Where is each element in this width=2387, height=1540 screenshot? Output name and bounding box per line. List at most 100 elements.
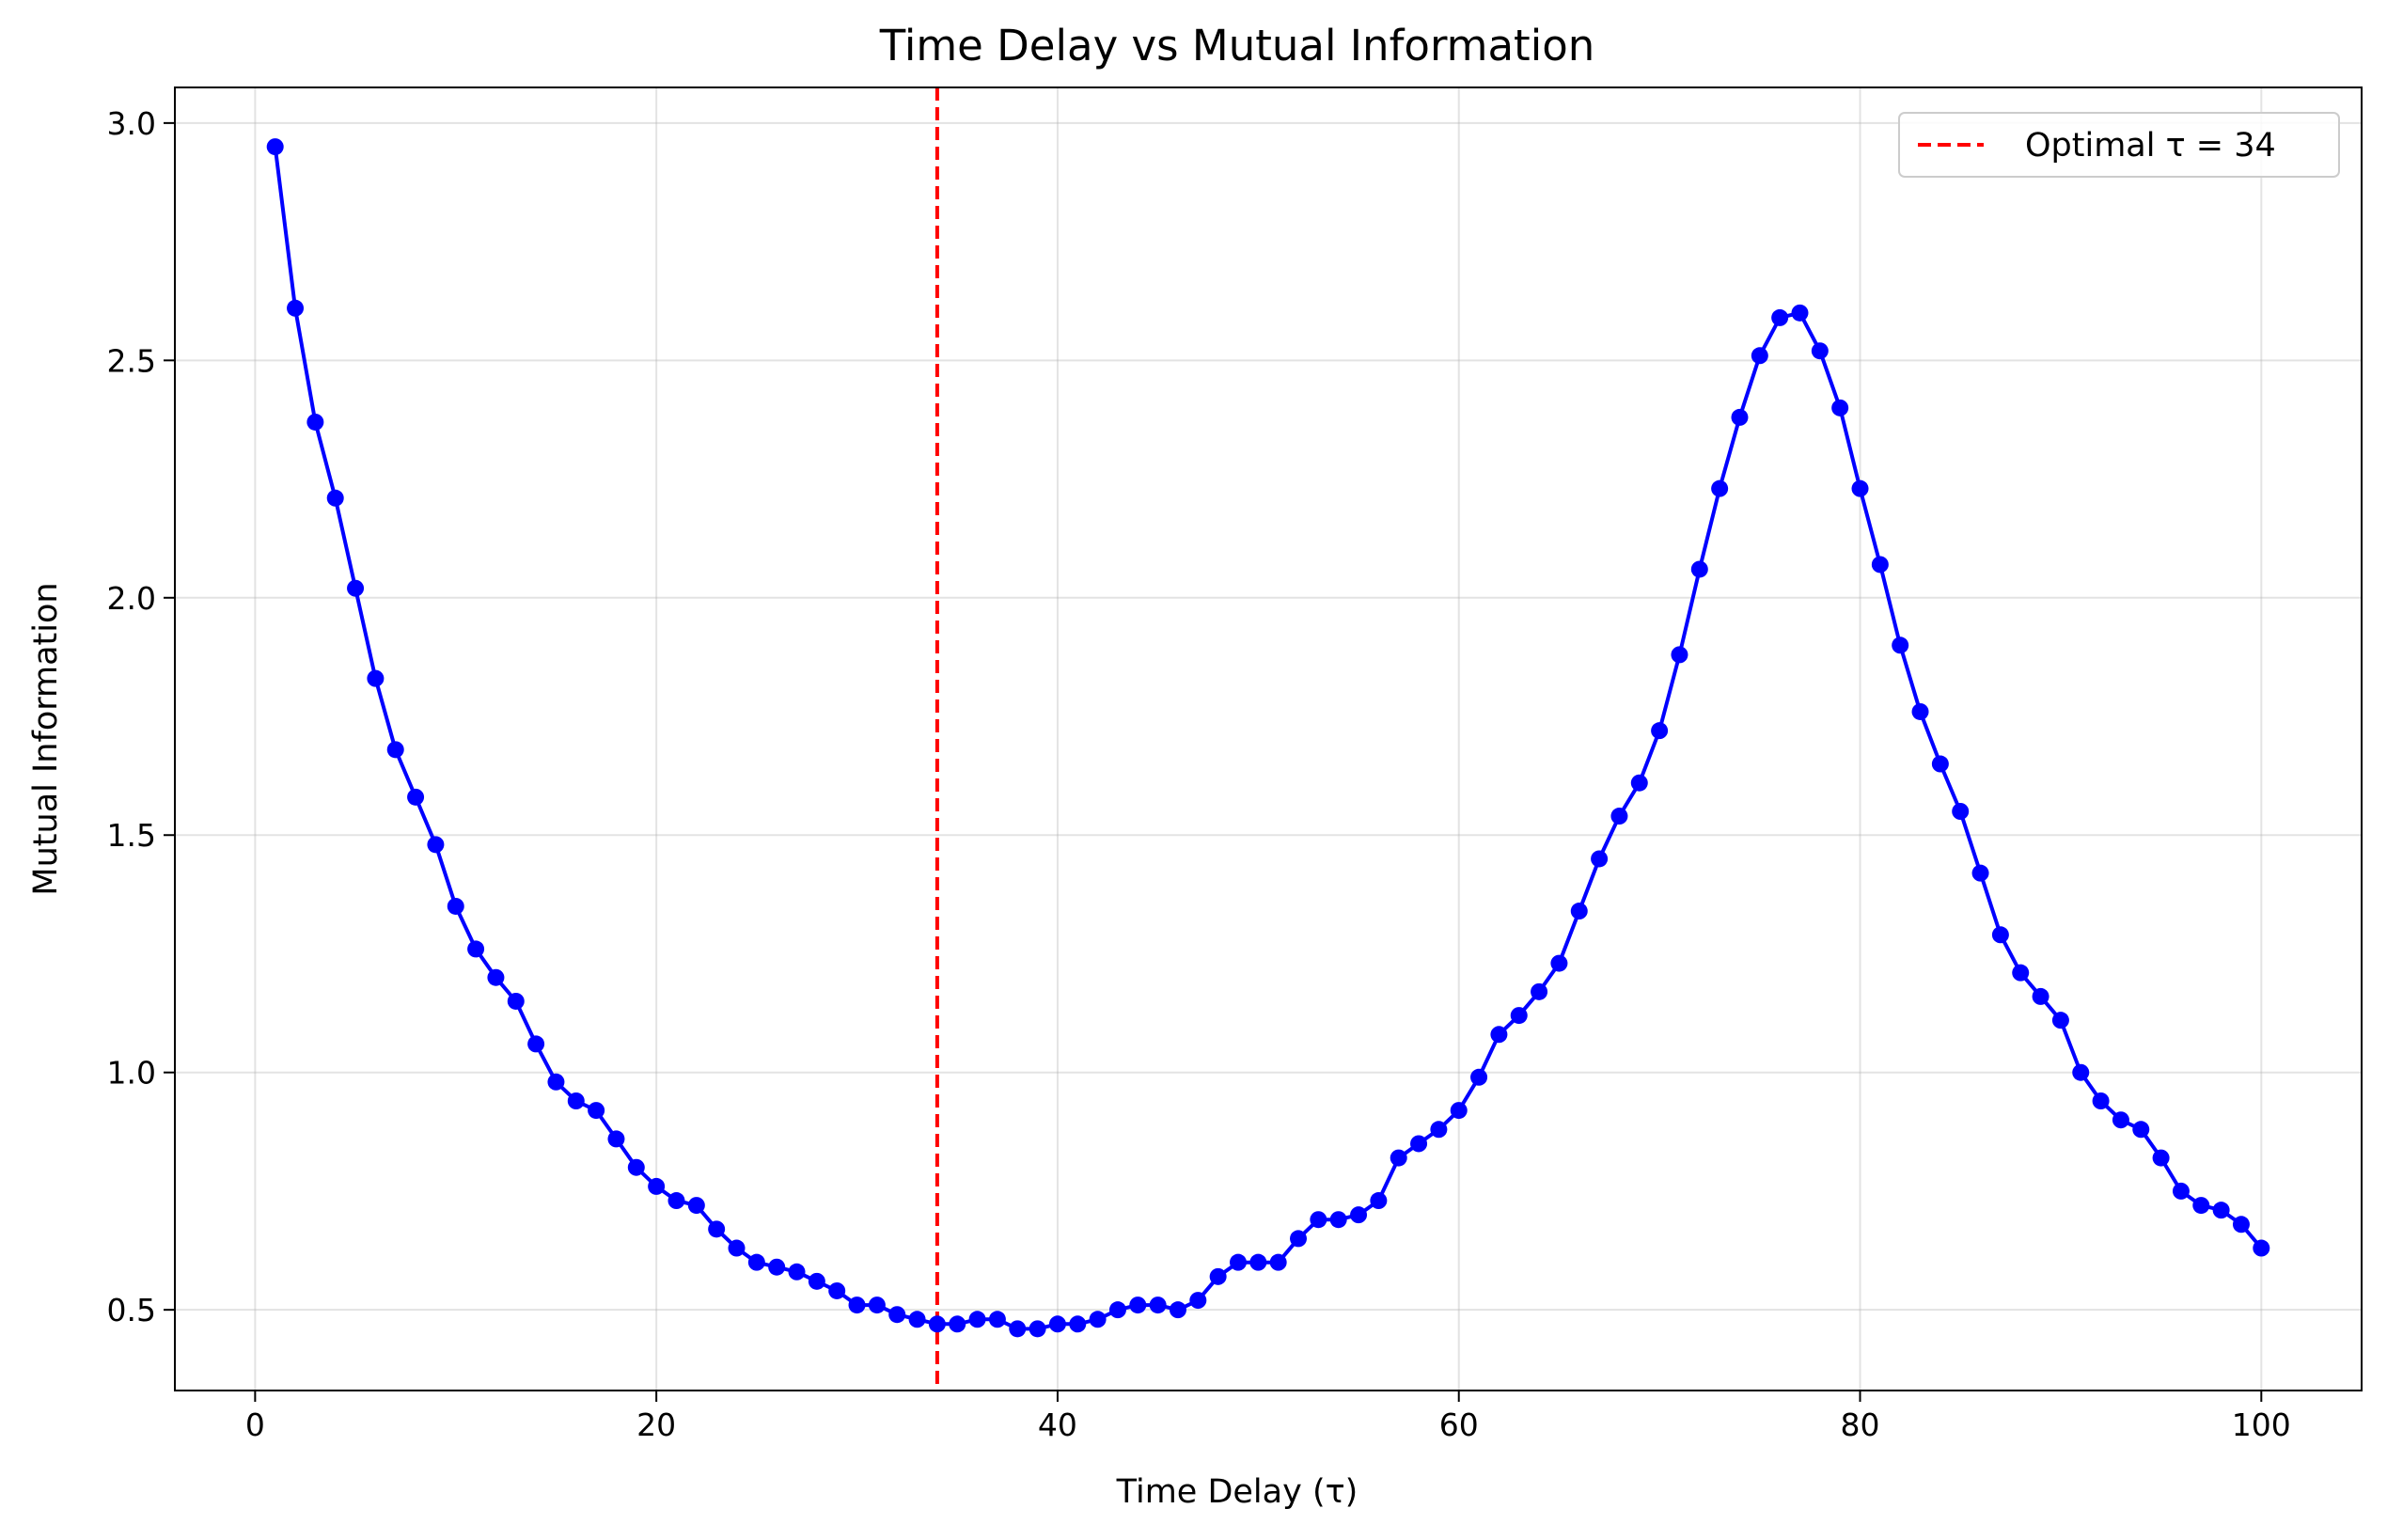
data-point bbox=[1690, 560, 1708, 578]
y-tick-label: 0.5 bbox=[107, 1292, 156, 1328]
y-tick-label: 2.0 bbox=[107, 580, 156, 617]
data-point bbox=[386, 741, 404, 759]
data-point bbox=[2132, 1121, 2150, 1139]
x-tick-label: 100 bbox=[2232, 1406, 2291, 1443]
data-point bbox=[2212, 1202, 2230, 1219]
y-axis-ticks: 0.5 1.0 1.5 2.0 2.5 3.0 bbox=[107, 105, 175, 1328]
legend: Optimal τ = 34 bbox=[1898, 112, 2340, 178]
data-point bbox=[527, 1035, 545, 1053]
data-point bbox=[848, 1296, 866, 1314]
y-tick-label: 1.0 bbox=[107, 1055, 156, 1092]
x-tick-label: 0 bbox=[245, 1406, 265, 1443]
data-point bbox=[507, 992, 525, 1010]
legend-box bbox=[1898, 112, 2340, 178]
data-point bbox=[949, 1315, 966, 1333]
chart-title: Time Delay vs Mutual Information bbox=[879, 21, 1595, 71]
data-point bbox=[2012, 964, 2030, 982]
data-point bbox=[1610, 808, 1628, 825]
data-point bbox=[708, 1220, 726, 1238]
data-point bbox=[2051, 1012, 2069, 1029]
data-point bbox=[868, 1296, 886, 1314]
data-point bbox=[567, 1092, 585, 1109]
x-axis-ticks: 0 20 40 60 80 100 bbox=[245, 1391, 2291, 1443]
data-point bbox=[988, 1311, 1006, 1328]
data-point bbox=[1651, 722, 1669, 740]
data-point bbox=[2172, 1182, 2190, 1200]
data-point bbox=[728, 1239, 746, 1257]
data-point bbox=[1470, 1068, 1488, 1086]
data-point bbox=[648, 1177, 666, 1195]
data-point bbox=[968, 1311, 986, 1328]
data-point bbox=[1129, 1296, 1147, 1314]
data-point bbox=[1570, 903, 1588, 920]
data-point bbox=[1991, 926, 2009, 944]
data-point bbox=[747, 1253, 765, 1271]
data-point bbox=[1550, 954, 1568, 972]
data-point bbox=[487, 968, 505, 986]
data-point bbox=[1209, 1267, 1227, 1285]
data-point bbox=[1510, 1007, 1528, 1025]
x-tick-label: 60 bbox=[1439, 1406, 1479, 1443]
data-point bbox=[1851, 479, 1869, 497]
data-point bbox=[928, 1315, 946, 1333]
data-point bbox=[1771, 308, 1789, 326]
data-point bbox=[768, 1258, 786, 1276]
data-point bbox=[1931, 755, 1949, 773]
data-point bbox=[808, 1272, 825, 1290]
data-point bbox=[1751, 347, 1768, 365]
data-point bbox=[1390, 1149, 1407, 1167]
grid-lines bbox=[175, 87, 2362, 1391]
data-point bbox=[447, 897, 464, 915]
x-tick-label: 20 bbox=[636, 1406, 676, 1443]
data-point bbox=[2232, 1216, 2250, 1234]
x-axis-label: Time Delay (τ) bbox=[1116, 1473, 1358, 1511]
series-layer bbox=[266, 138, 2270, 1338]
data-point bbox=[2092, 1092, 2110, 1109]
data-point bbox=[407, 788, 425, 806]
data-point bbox=[1911, 702, 1929, 720]
x-tick-label: 80 bbox=[1841, 1406, 1880, 1443]
y-axis-label: Mutual Information bbox=[27, 582, 65, 895]
data-point bbox=[347, 579, 365, 597]
data-point bbox=[1350, 1206, 1368, 1224]
data-point bbox=[1189, 1292, 1207, 1310]
data-point bbox=[588, 1102, 605, 1120]
data-point bbox=[1370, 1192, 1388, 1210]
data-point bbox=[2152, 1149, 2170, 1167]
data-point bbox=[1671, 646, 1688, 664]
data-point bbox=[1069, 1315, 1087, 1333]
data-point bbox=[467, 940, 485, 958]
data-point bbox=[306, 413, 324, 431]
data-point bbox=[1711, 479, 1729, 497]
data-point bbox=[1009, 1320, 1027, 1338]
data-point bbox=[287, 299, 305, 317]
data-point bbox=[1892, 636, 1909, 654]
x-tick-label: 40 bbox=[1038, 1406, 1077, 1443]
data-point bbox=[1871, 556, 1889, 574]
y-tick-label: 2.5 bbox=[107, 342, 156, 379]
data-point bbox=[607, 1130, 625, 1148]
data-point bbox=[427, 836, 445, 854]
data-point bbox=[2253, 1239, 2270, 1257]
data-point bbox=[687, 1197, 705, 1215]
data-point bbox=[1290, 1230, 1308, 1248]
data-point bbox=[547, 1073, 565, 1091]
data-point bbox=[1089, 1311, 1107, 1328]
data-point bbox=[1229, 1253, 1247, 1271]
data-point bbox=[1591, 850, 1609, 868]
data-point bbox=[908, 1311, 926, 1328]
data-point bbox=[2112, 1111, 2129, 1129]
data-point bbox=[1169, 1301, 1186, 1319]
data-point bbox=[667, 1192, 685, 1210]
data-point bbox=[1971, 864, 1989, 882]
data-point bbox=[1450, 1102, 1468, 1120]
data-point bbox=[1108, 1301, 1126, 1319]
data-point bbox=[1952, 803, 1970, 820]
data-point bbox=[1269, 1253, 1287, 1271]
data-point bbox=[1048, 1315, 1066, 1333]
y-tick-label: 1.5 bbox=[107, 817, 156, 854]
data-point bbox=[367, 669, 385, 687]
data-point bbox=[788, 1263, 806, 1281]
